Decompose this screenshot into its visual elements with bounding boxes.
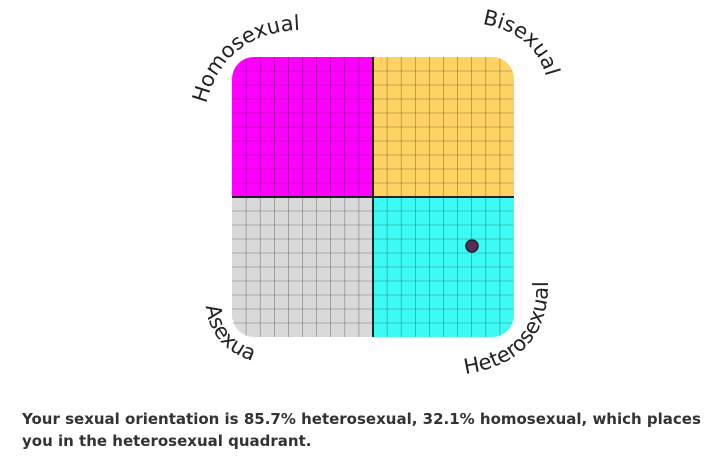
label-asexual: Asexual [0,0,259,366]
result-summary: Your sexual orientation is 85.7% heteros… [22,410,701,450]
result-marker [465,239,479,253]
orientation-compass: Homosexual Bisexual Asexual Heterosexual [0,0,564,379]
